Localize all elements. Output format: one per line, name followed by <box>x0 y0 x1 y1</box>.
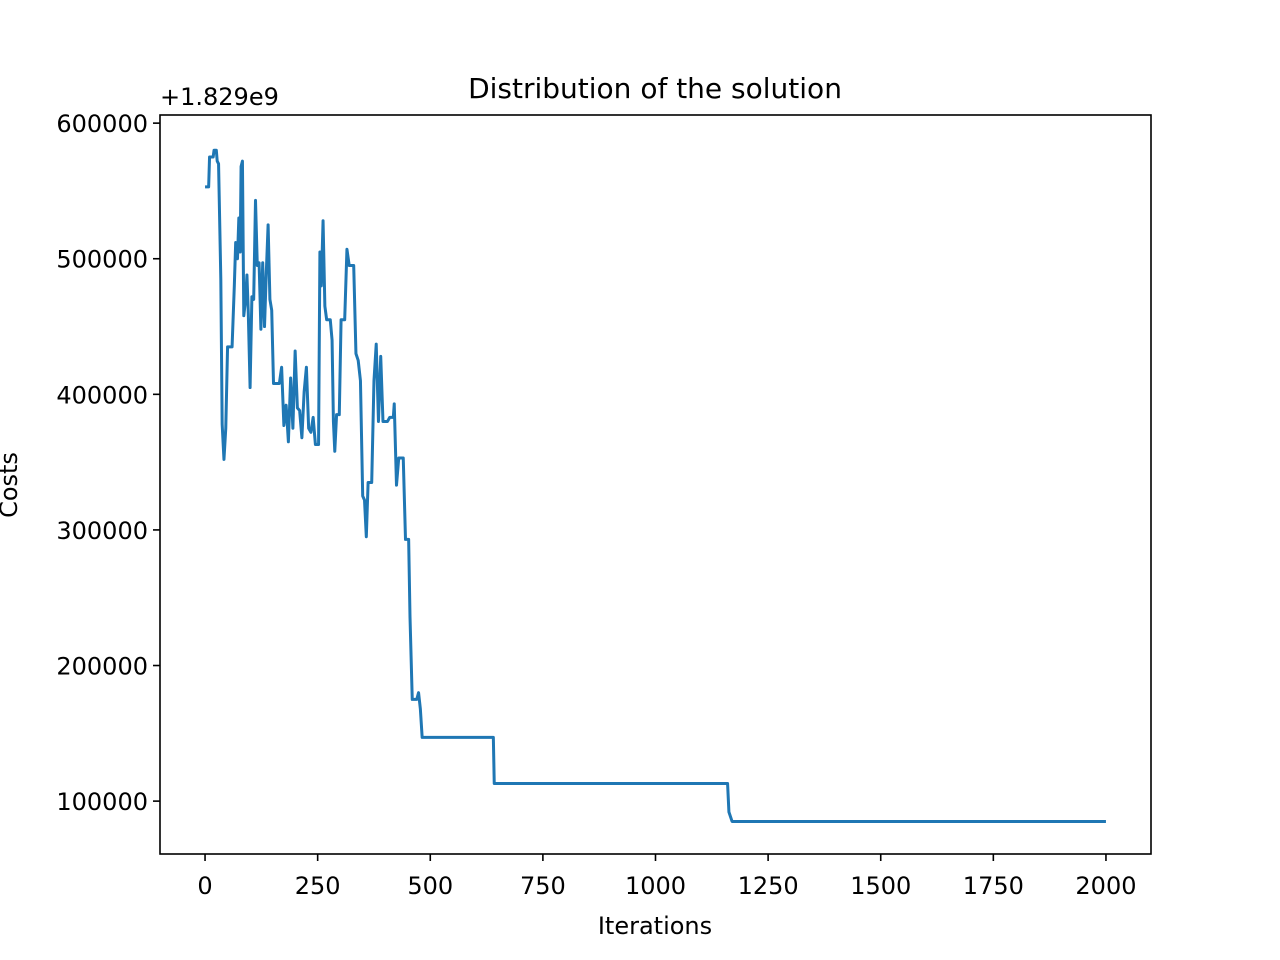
y-axis-label: Costs <box>0 452 23 518</box>
y-tick-label: 100000 <box>56 788 148 816</box>
x-tick-label: 750 <box>520 872 566 900</box>
x-tick-label: 250 <box>295 872 341 900</box>
x-tick-label: 0 <box>197 872 212 900</box>
y-tick-label: 600000 <box>56 110 148 138</box>
y-offset-label: +1.829e9 <box>160 83 279 111</box>
y-tick-label: 200000 <box>56 653 148 681</box>
x-tick-label: 1000 <box>625 872 686 900</box>
x-tick-label: 1500 <box>850 872 911 900</box>
chart-title: Distribution of the solution <box>468 72 842 105</box>
y-tick-label: 300000 <box>56 517 148 545</box>
data-line <box>205 148 1106 823</box>
x-tick-label: 1250 <box>738 872 799 900</box>
x-tick-label: 500 <box>407 872 453 900</box>
plot-frame <box>159 114 1152 855</box>
x-tick-label: 2000 <box>1075 872 1136 900</box>
x-tick-label: 1750 <box>963 872 1024 900</box>
x-axis-label: Iterations <box>598 912 712 940</box>
y-tick-label: 500000 <box>56 246 148 274</box>
y-tick-label: 400000 <box>56 381 148 409</box>
